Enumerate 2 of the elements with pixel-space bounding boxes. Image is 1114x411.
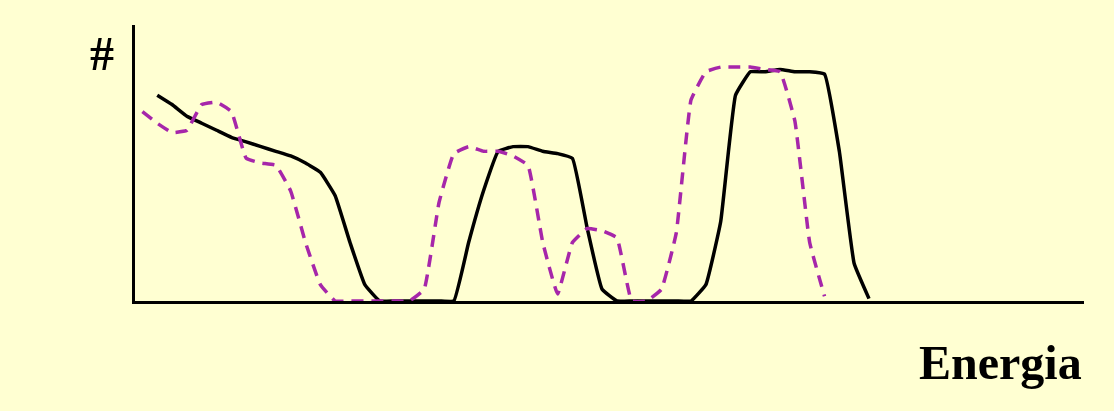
x-axis-title: Energia — [919, 336, 1082, 389]
y-axis-title: # — [90, 27, 114, 80]
